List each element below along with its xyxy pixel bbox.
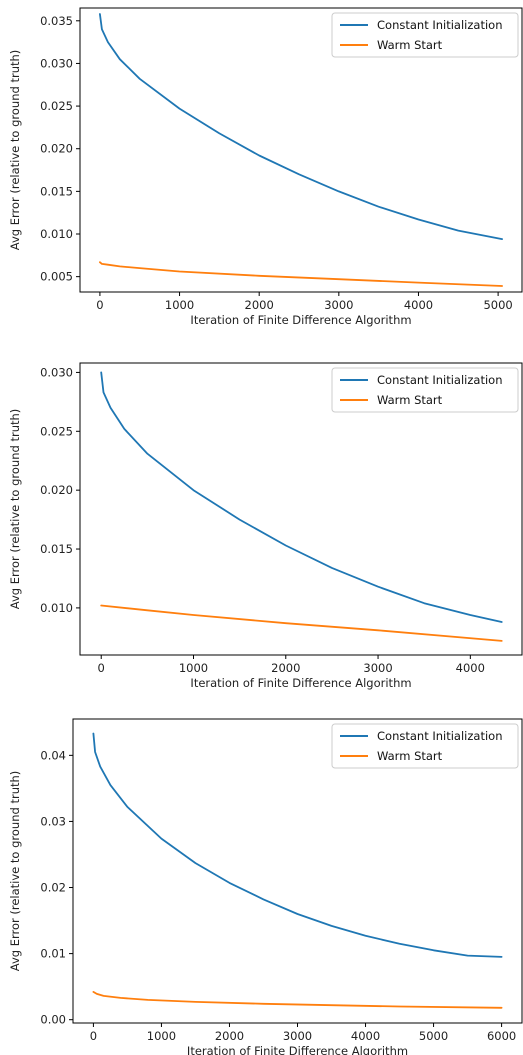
x-tick-label: 1000 [147,1029,176,1043]
plot-frame [79,362,523,656]
y-tick-label: 0.03 [40,814,66,828]
x-tick-label: 4000 [456,661,485,675]
legend-box [331,12,519,58]
y-axis-label: Avg Error (relative to ground truth) [8,50,22,251]
legend-label-2: Warm Start [377,749,443,763]
x-tick-label: 0 [90,1029,97,1043]
x-axis-label: Iteration of Finite Difference Algorithm [190,676,411,690]
legend: Constant Initialization Warm Start [331,12,519,58]
chart-panel-2: 0 1000 2000 3000 4000 0.010 0.015 0.020 0.025 0.0… [8,362,523,690]
y-tick-label: 0.02 [40,881,66,895]
x-axis-label: Iteration of Finite Difference Algorithm [187,1044,408,1055]
y-tick-label: 0.025 [40,99,73,113]
x-tick-label: 1000 [179,661,208,675]
legend-label-1: Constant Initialization [377,373,502,387]
plot-frame [79,7,523,293]
legend-label-2: Warm Start [377,38,443,52]
legend-box [331,367,519,413]
y-tick-label: 0.030 [40,365,73,379]
y-tick-label: 0.00 [40,1013,66,1027]
x-tick-label: 6000 [487,1029,516,1043]
y-tick-label: 0.020 [40,483,73,497]
y-tick-label: 0.030 [40,56,73,70]
series-line-2 [99,261,504,287]
series-line-2 [92,991,503,1009]
x-tick-label: 0 [98,661,105,675]
legend-label-1: Constant Initialization [377,729,502,743]
y-tick-label: 0.010 [40,227,73,241]
x-tick-label: 2000 [245,298,274,312]
series-line-1 [99,13,504,241]
y-tick-label: 0.025 [40,424,73,438]
y-tick-label: 0.04 [40,748,66,762]
x-tick-label: 2000 [271,661,300,675]
y-axis-label: Avg Error (relative to ground truth) [8,771,22,972]
chart-panel-3: 0 1000 2000 3000 4000 5000 6000 0.00 0.01 0.02 0.0… [8,718,523,1055]
legend-label-2: Warm Start [377,393,443,407]
y-axis-label: Avg Error (relative to ground truth) [8,409,22,610]
series-line-1 [92,732,503,958]
y-tick-label: 0.020 [40,142,73,156]
series-line-2 [100,604,503,642]
x-tick-label: 2000 [215,1029,244,1043]
x-tick-label: 4000 [351,1029,380,1043]
y-tick-label: 0.035 [40,14,73,28]
x-axis-label: Iteration of Finite Difference Algorithm [190,313,411,327]
series-line-1 [100,371,503,623]
y-tick-label: 0.015 [40,542,73,556]
y-tick-label: 0.010 [40,601,73,615]
y-tick-label: 0.01 [40,947,66,961]
x-tick-label: 1000 [165,298,194,312]
x-tick-label: 3000 [324,298,353,312]
legend: Constant Initialization Warm Start [331,367,519,413]
legend: Constant Initialization Warm Start [331,723,519,769]
x-tick-label: 5000 [419,1029,448,1043]
x-tick-label: 3000 [283,1029,312,1043]
x-tick-label: 0 [96,298,103,312]
x-tick-label: 3000 [363,661,392,675]
legend-box [331,723,519,769]
y-tick-label: 0.015 [40,184,73,198]
y-tick-label: 0.005 [40,270,73,284]
x-tick-label: 4000 [404,298,433,312]
x-tick-label: 5000 [483,298,512,312]
chart-panel-1: 0 1000 2000 3000 4000 5000 0.005 0.010 0.015 0.02… [8,7,523,327]
legend-label-1: Constant Initialization [377,18,502,32]
